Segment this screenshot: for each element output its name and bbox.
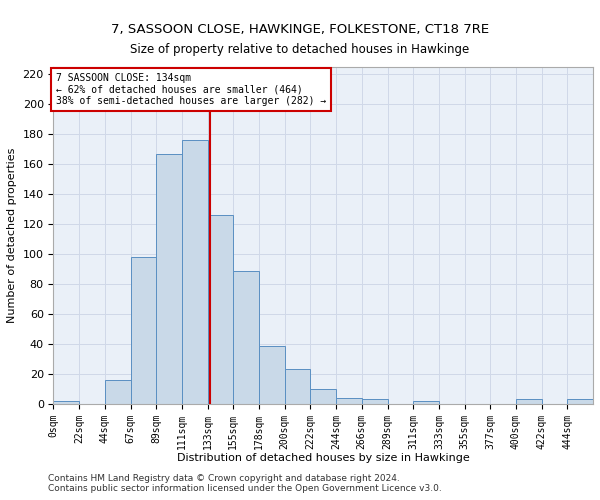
Text: Size of property relative to detached houses in Hawkinge: Size of property relative to detached ho… [130, 42, 470, 56]
Bar [208, 215, 233, 404]
Bar [362, 400, 388, 404]
Text: 7 SASSOON CLOSE: 134sqm
← 62% of detached houses are smaller (464)
38% of semi-d: 7 SASSOON CLOSE: 134sqm ← 62% of detache… [56, 73, 326, 106]
Text: Contains HM Land Registry data © Crown copyright and database right 2024.: Contains HM Land Registry data © Crown c… [48, 474, 400, 483]
Bar [413, 401, 439, 404]
Bar [53, 401, 79, 404]
Bar [131, 257, 156, 404]
Bar [259, 346, 285, 404]
Bar [156, 154, 182, 404]
Bar [233, 270, 259, 404]
Y-axis label: Number of detached properties: Number of detached properties [7, 148, 17, 323]
Bar [285, 370, 310, 404]
Bar [568, 400, 593, 404]
Bar [310, 389, 336, 404]
Bar [105, 380, 131, 404]
Bar [336, 398, 362, 404]
Text: Contains public sector information licensed under the Open Government Licence v3: Contains public sector information licen… [48, 484, 442, 493]
Bar [516, 400, 542, 404]
X-axis label: Distribution of detached houses by size in Hawkinge: Distribution of detached houses by size … [177, 453, 470, 463]
Bar [182, 140, 208, 404]
Text: 7, SASSOON CLOSE, HAWKINGE, FOLKESTONE, CT18 7RE: 7, SASSOON CLOSE, HAWKINGE, FOLKESTONE, … [111, 22, 489, 36]
